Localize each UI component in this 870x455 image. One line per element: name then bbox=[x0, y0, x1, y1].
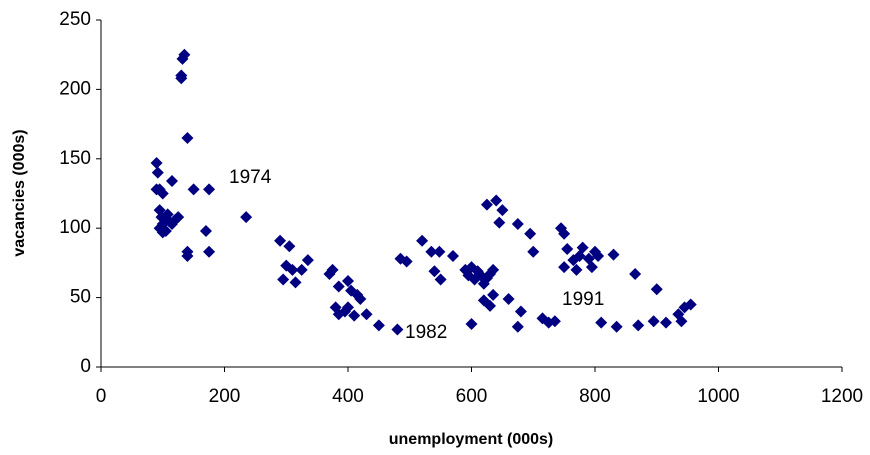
point bbox=[332, 280, 345, 293]
x-tick-label: 200 bbox=[209, 386, 241, 407]
point bbox=[203, 245, 216, 258]
point bbox=[675, 315, 688, 328]
point bbox=[514, 305, 527, 318]
point bbox=[416, 234, 429, 247]
y-tick-label: 150 bbox=[59, 148, 91, 169]
point bbox=[277, 273, 290, 286]
point bbox=[286, 263, 299, 276]
point bbox=[289, 276, 302, 289]
point bbox=[434, 273, 447, 286]
point bbox=[428, 265, 441, 278]
point bbox=[187, 183, 200, 196]
point bbox=[561, 243, 574, 256]
point bbox=[511, 320, 524, 333]
point bbox=[465, 317, 478, 330]
point bbox=[181, 249, 194, 262]
point bbox=[629, 268, 642, 281]
point bbox=[595, 316, 608, 329]
annotation: 1991 bbox=[562, 289, 604, 310]
point bbox=[493, 216, 506, 229]
point bbox=[592, 249, 605, 262]
point bbox=[490, 194, 503, 207]
point bbox=[487, 288, 500, 301]
point bbox=[527, 245, 540, 258]
x-tick-label: 600 bbox=[456, 386, 488, 407]
point bbox=[240, 211, 253, 224]
point bbox=[172, 211, 185, 224]
point bbox=[607, 248, 620, 261]
point bbox=[150, 183, 163, 196]
point bbox=[484, 299, 497, 312]
point bbox=[283, 240, 296, 253]
point bbox=[480, 198, 493, 211]
annotation: 1974 bbox=[229, 167, 272, 188]
point bbox=[632, 319, 645, 332]
point bbox=[342, 301, 354, 314]
point bbox=[199, 224, 212, 237]
point bbox=[181, 131, 194, 144]
point bbox=[159, 224, 172, 237]
point bbox=[558, 227, 571, 240]
x-tick-label: 1200 bbox=[821, 386, 863, 407]
point bbox=[391, 323, 404, 336]
annotation: 1982 bbox=[405, 322, 447, 343]
point bbox=[166, 175, 179, 188]
x-tick-label: 0 bbox=[96, 386, 107, 407]
x-tick-label: 1000 bbox=[697, 386, 739, 407]
point bbox=[548, 315, 561, 328]
x-tick-label: 800 bbox=[579, 386, 611, 407]
point bbox=[610, 320, 623, 333]
point bbox=[150, 156, 163, 169]
point bbox=[203, 183, 216, 196]
point bbox=[576, 241, 589, 254]
point bbox=[342, 274, 354, 287]
y-tick-label: 50 bbox=[70, 287, 91, 308]
point bbox=[301, 254, 314, 267]
point bbox=[570, 263, 583, 276]
point bbox=[326, 263, 339, 276]
point bbox=[151, 166, 164, 179]
point bbox=[360, 308, 373, 321]
point bbox=[650, 283, 663, 296]
point bbox=[425, 245, 438, 258]
point bbox=[502, 292, 515, 305]
point bbox=[511, 218, 524, 231]
x-tick-label: 400 bbox=[332, 386, 364, 407]
point bbox=[647, 315, 660, 328]
point bbox=[178, 48, 191, 61]
y-tick-label: 100 bbox=[59, 217, 91, 238]
point bbox=[496, 204, 509, 217]
point bbox=[660, 316, 673, 329]
point bbox=[684, 298, 697, 311]
point bbox=[433, 245, 446, 258]
point bbox=[166, 218, 179, 231]
point bbox=[354, 292, 367, 305]
point bbox=[446, 249, 459, 262]
y-tick-label: 200 bbox=[59, 78, 91, 99]
y-tick-label: 250 bbox=[59, 9, 91, 30]
y-tick-label: 0 bbox=[80, 356, 91, 377]
point bbox=[348, 309, 361, 322]
point bbox=[524, 227, 537, 240]
point bbox=[487, 263, 500, 276]
point bbox=[175, 69, 188, 82]
point bbox=[400, 255, 413, 268]
point bbox=[295, 263, 308, 276]
point bbox=[372, 319, 385, 332]
point bbox=[558, 261, 571, 274]
point bbox=[274, 234, 287, 247]
y-axis-title: vacancies (000s) bbox=[11, 129, 28, 256]
x-axis-title: unemployment (000s) bbox=[389, 431, 553, 448]
point bbox=[585, 261, 598, 274]
